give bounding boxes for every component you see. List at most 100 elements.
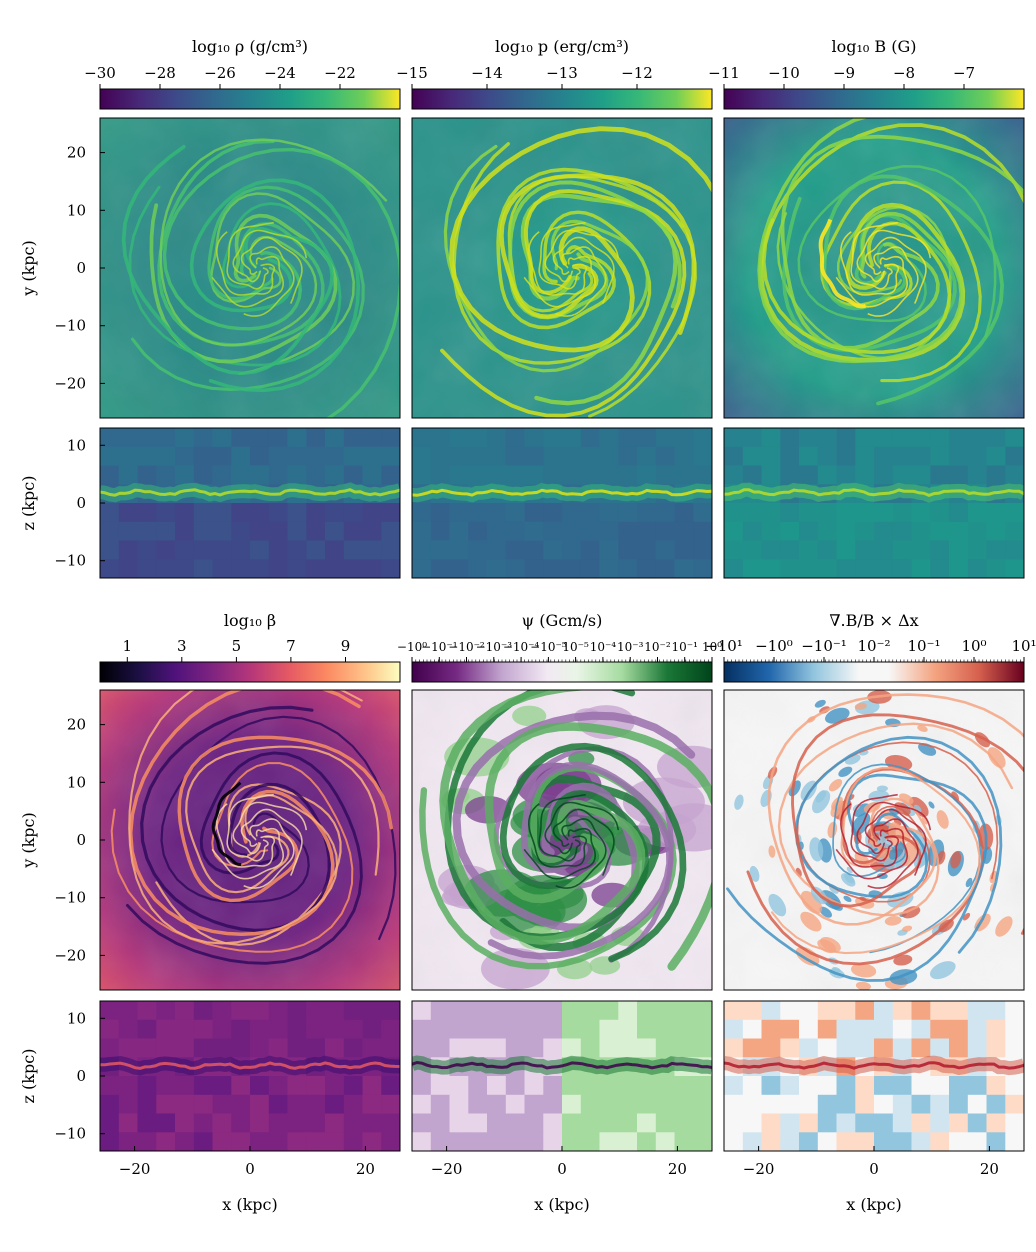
amr-block xyxy=(487,540,507,560)
amr-block xyxy=(468,559,488,578)
amr-block xyxy=(268,559,289,578)
strong-field-lane xyxy=(818,218,866,309)
core-filament xyxy=(839,803,900,868)
amr-block xyxy=(118,428,139,448)
amr-block xyxy=(118,1076,139,1096)
colorbar-tick-label: 10⁻² xyxy=(644,640,671,654)
amr-block xyxy=(930,428,950,448)
amr-block xyxy=(250,465,270,485)
amr-block xyxy=(505,1038,526,1058)
amr-block xyxy=(193,428,214,448)
colorbar-tick-label: −26 xyxy=(204,64,236,82)
amr-block xyxy=(892,559,913,578)
map-frame xyxy=(723,427,1025,579)
core-filament xyxy=(243,246,295,317)
spiral-arm xyxy=(444,690,650,941)
amr-block xyxy=(817,465,838,485)
edge-on-map-divb xyxy=(723,1000,1025,1152)
amr-block xyxy=(967,1094,988,1115)
amr-block xyxy=(287,1001,307,1021)
amr-block xyxy=(430,1038,451,1058)
amr-block xyxy=(325,1038,345,1058)
amr-block xyxy=(836,540,856,560)
amr-block xyxy=(986,428,1006,448)
amr-block xyxy=(817,1094,838,1115)
amr-block xyxy=(381,1113,400,1133)
amr-block xyxy=(468,540,488,560)
amr-block xyxy=(449,446,469,467)
amr-block xyxy=(911,1038,931,1058)
amr-block xyxy=(250,503,270,523)
colorbar-tick-label: −12 xyxy=(621,64,653,82)
amr-block xyxy=(580,540,601,560)
amr-block xyxy=(362,446,382,467)
amr-block xyxy=(817,1019,838,1040)
spiral-arm xyxy=(499,173,697,335)
divb-patch xyxy=(987,747,1006,769)
amr-block xyxy=(118,1113,139,1133)
amr-block xyxy=(761,446,781,467)
colorbar-tick-label: 10⁰ xyxy=(702,640,722,654)
amr-block xyxy=(911,1113,931,1133)
amr-block xyxy=(599,446,619,467)
amr-block xyxy=(487,1019,507,1040)
amr-block xyxy=(231,1076,251,1096)
colorbar-title: log₁₀ B (G) xyxy=(831,37,916,56)
amr-block xyxy=(287,521,307,542)
amr-block xyxy=(231,1094,251,1115)
divb-patch xyxy=(830,800,845,818)
amr-block xyxy=(231,1132,251,1151)
amr-block xyxy=(175,1019,195,1040)
amr-block xyxy=(268,1076,289,1096)
colorbar-gradient xyxy=(99,88,401,110)
amr-block xyxy=(780,503,800,523)
amr-block xyxy=(637,1113,657,1133)
amr-block xyxy=(724,503,744,523)
amr-block xyxy=(343,521,364,542)
amr-block xyxy=(100,428,120,448)
amr-block xyxy=(580,503,601,523)
y-tick-label: 20 xyxy=(67,144,86,162)
amr-block xyxy=(599,503,619,523)
amr-block xyxy=(836,503,856,523)
amr-block xyxy=(212,1019,232,1040)
amr-block xyxy=(967,428,988,448)
amr-block xyxy=(855,1113,875,1133)
amr-block xyxy=(100,1001,120,1021)
amr-block xyxy=(250,1038,270,1058)
y-tick-label: −10 xyxy=(54,889,86,907)
amr-block xyxy=(487,446,507,467)
amr-block xyxy=(618,1113,638,1133)
amr-block xyxy=(967,1113,988,1133)
amr-block xyxy=(362,1132,382,1151)
z-tick-label: 0 xyxy=(76,1067,86,1085)
colorbar-tick-label: 10¹ xyxy=(1011,637,1036,655)
amr-block xyxy=(449,1076,469,1096)
amr-block xyxy=(193,1113,214,1133)
amr-block xyxy=(524,428,544,448)
core-filament xyxy=(232,801,308,855)
amr-block xyxy=(343,1132,364,1151)
amr-block xyxy=(343,1076,364,1096)
amr-block xyxy=(674,1001,694,1021)
amr-block xyxy=(306,503,326,523)
amr-block xyxy=(799,559,819,578)
amr-block xyxy=(874,428,894,448)
amr-block xyxy=(231,465,251,485)
y-tick-label: 0 xyxy=(76,831,86,849)
amr-block xyxy=(874,465,894,485)
amr-block xyxy=(193,540,214,560)
amr-block xyxy=(780,428,800,448)
disk-midplane xyxy=(100,1061,400,1070)
amr-block xyxy=(930,1001,950,1021)
amr-block xyxy=(724,1113,744,1133)
colorbar-gradient xyxy=(99,661,401,683)
divb-patch xyxy=(928,801,935,809)
amr-block xyxy=(412,1076,432,1096)
amr-block xyxy=(325,428,345,448)
amr-block xyxy=(562,1113,582,1133)
amr-block xyxy=(156,1132,176,1151)
amr-block xyxy=(212,503,232,523)
amr-block xyxy=(618,1038,638,1058)
amr-block xyxy=(100,446,120,467)
